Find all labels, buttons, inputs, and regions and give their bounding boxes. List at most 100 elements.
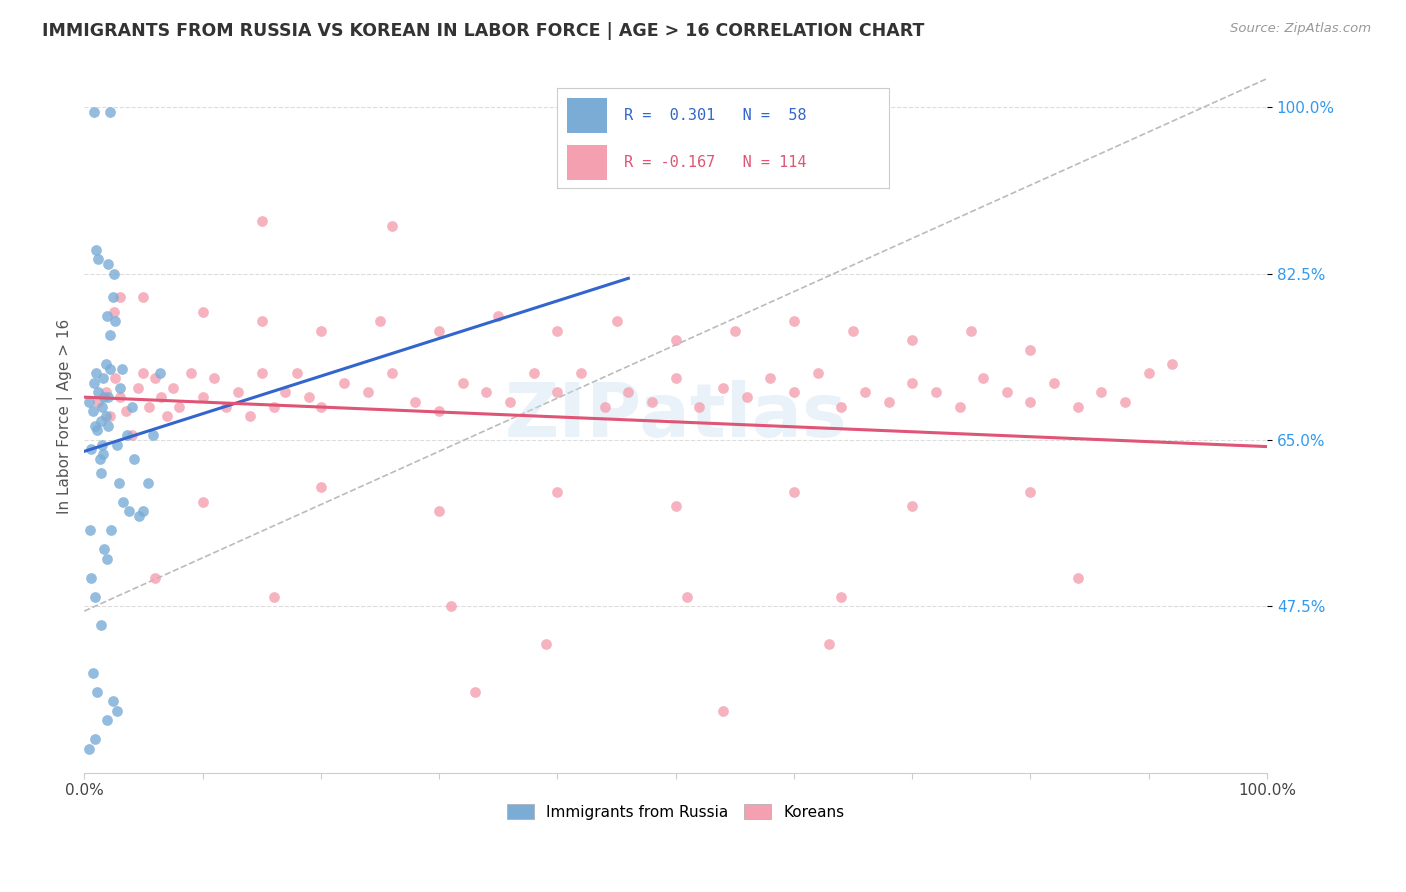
Point xyxy=(82,665,104,680)
Point xyxy=(180,367,202,381)
Point xyxy=(735,390,758,404)
Point xyxy=(404,395,426,409)
Point xyxy=(688,400,710,414)
Point xyxy=(309,481,332,495)
Point xyxy=(523,367,546,381)
Point xyxy=(97,257,120,271)
Point xyxy=(285,367,308,381)
Point xyxy=(427,404,450,418)
Point xyxy=(309,324,332,338)
Point xyxy=(98,328,121,343)
Point xyxy=(111,361,134,376)
Point xyxy=(274,385,297,400)
Point xyxy=(499,395,522,409)
Point xyxy=(112,494,135,508)
Point xyxy=(87,252,110,267)
Point xyxy=(94,357,117,371)
Point xyxy=(107,704,129,718)
Point xyxy=(901,500,924,514)
Point xyxy=(115,428,138,442)
Point xyxy=(818,637,841,651)
Point xyxy=(91,438,114,452)
Point xyxy=(101,290,124,304)
Point xyxy=(91,400,114,414)
Legend: Immigrants from Russia, Koreans: Immigrants from Russia, Koreans xyxy=(501,797,851,826)
Point xyxy=(1019,395,1042,409)
Point xyxy=(77,395,100,409)
Point xyxy=(486,310,509,324)
Point xyxy=(143,571,166,585)
Point xyxy=(1043,376,1066,390)
Point xyxy=(226,385,249,400)
Point xyxy=(150,390,173,404)
Point xyxy=(87,395,110,409)
Point xyxy=(104,371,127,385)
Point xyxy=(960,324,983,338)
Point xyxy=(263,400,285,414)
Point xyxy=(118,504,141,518)
Point xyxy=(98,361,121,376)
Point xyxy=(830,590,852,604)
Point xyxy=(250,214,273,228)
Point xyxy=(162,381,184,395)
Point xyxy=(149,367,172,381)
Point xyxy=(830,400,852,414)
Point xyxy=(103,304,125,318)
Point xyxy=(104,314,127,328)
Point xyxy=(1114,395,1136,409)
Point xyxy=(202,371,225,385)
Point xyxy=(309,400,332,414)
Point xyxy=(1161,357,1184,371)
Point xyxy=(94,409,117,424)
Point xyxy=(86,424,108,438)
Point xyxy=(759,371,782,385)
Point xyxy=(783,314,806,328)
Point xyxy=(84,732,107,747)
Point xyxy=(77,742,100,756)
Point xyxy=(156,409,179,424)
Point xyxy=(86,685,108,699)
Point xyxy=(215,400,238,414)
Point xyxy=(97,390,120,404)
Point xyxy=(546,385,568,400)
Point xyxy=(191,494,214,508)
Point xyxy=(333,376,356,390)
Point xyxy=(84,418,107,433)
Point xyxy=(451,376,474,390)
Point xyxy=(87,385,110,400)
Point xyxy=(167,400,190,414)
Point xyxy=(665,500,688,514)
Point xyxy=(995,385,1018,400)
Point xyxy=(546,485,568,500)
Point xyxy=(357,385,380,400)
Point xyxy=(617,385,640,400)
Point xyxy=(440,599,463,614)
Point xyxy=(84,590,107,604)
Point xyxy=(427,504,450,518)
Point xyxy=(239,409,262,424)
Point xyxy=(108,290,131,304)
Point xyxy=(98,104,121,119)
Point xyxy=(676,590,699,604)
Point xyxy=(108,381,131,395)
Point xyxy=(103,267,125,281)
Point xyxy=(569,367,592,381)
Point xyxy=(475,385,498,400)
Point xyxy=(96,551,118,566)
Point xyxy=(122,452,145,467)
Point xyxy=(83,376,105,390)
Point xyxy=(96,310,118,324)
Point xyxy=(263,590,285,604)
Point xyxy=(1067,400,1090,414)
Point xyxy=(90,414,112,428)
Point xyxy=(807,367,830,381)
Point xyxy=(593,400,616,414)
Point xyxy=(89,452,111,467)
Point xyxy=(605,314,627,328)
Point xyxy=(101,694,124,708)
Point xyxy=(853,385,876,400)
Point xyxy=(925,385,948,400)
Point xyxy=(641,395,664,409)
Point xyxy=(107,475,129,490)
Point xyxy=(80,442,103,457)
